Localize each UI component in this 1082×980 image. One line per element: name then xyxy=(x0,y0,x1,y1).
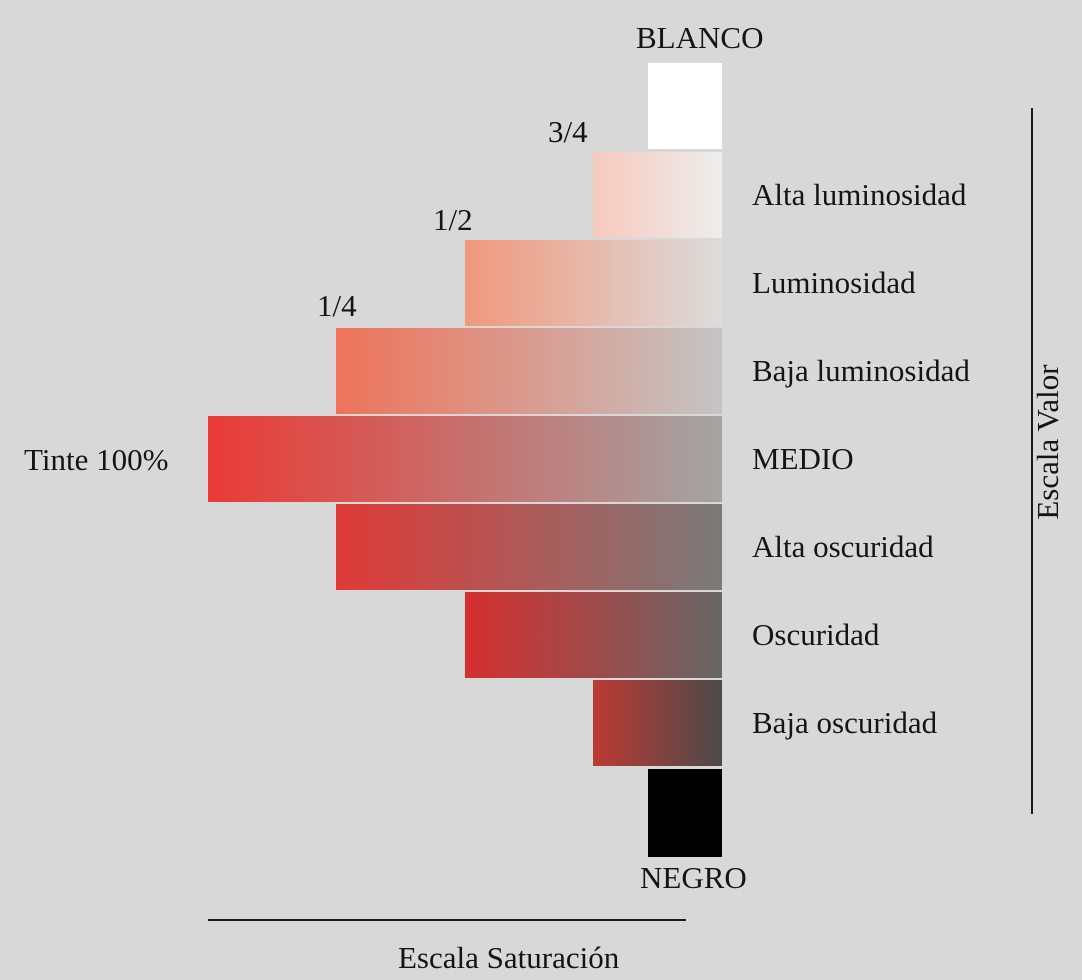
value-level-label: Baja oscuridad xyxy=(752,705,938,740)
saturation-scale-title: Escala Saturación xyxy=(398,940,620,975)
value-bar xyxy=(593,152,722,238)
value-scale-line xyxy=(1031,108,1033,814)
value-level-label: Alta oscuridad xyxy=(752,529,934,564)
value-level-label: Oscuridad xyxy=(752,617,880,652)
saturation-quarter-label: 1/4 xyxy=(317,288,357,323)
value-level-label: Luminosidad xyxy=(752,265,916,300)
value-bar xyxy=(336,504,722,590)
full-tint-label: Tinte 100% xyxy=(24,442,169,477)
value-bar xyxy=(465,240,722,326)
white-swatch xyxy=(648,63,722,149)
value-bar xyxy=(336,328,722,414)
value-level-label: MEDIO xyxy=(752,441,854,476)
white-label: BLANCO xyxy=(636,20,764,55)
saturation-half-label: 1/2 xyxy=(433,202,473,237)
black-label: NEGRO xyxy=(640,860,747,895)
saturation-scale-line xyxy=(208,919,686,921)
value-bar xyxy=(208,416,722,502)
value-level-label: Alta luminosidad xyxy=(752,177,967,212)
value-bar xyxy=(593,680,722,766)
value-bar xyxy=(465,592,722,678)
value-level-label: Baja luminosidad xyxy=(752,353,970,388)
saturation-three-quarter-label: 3/4 xyxy=(548,114,588,149)
value-scale-title: Escala Valor xyxy=(1030,364,1065,520)
black-swatch xyxy=(648,769,722,857)
